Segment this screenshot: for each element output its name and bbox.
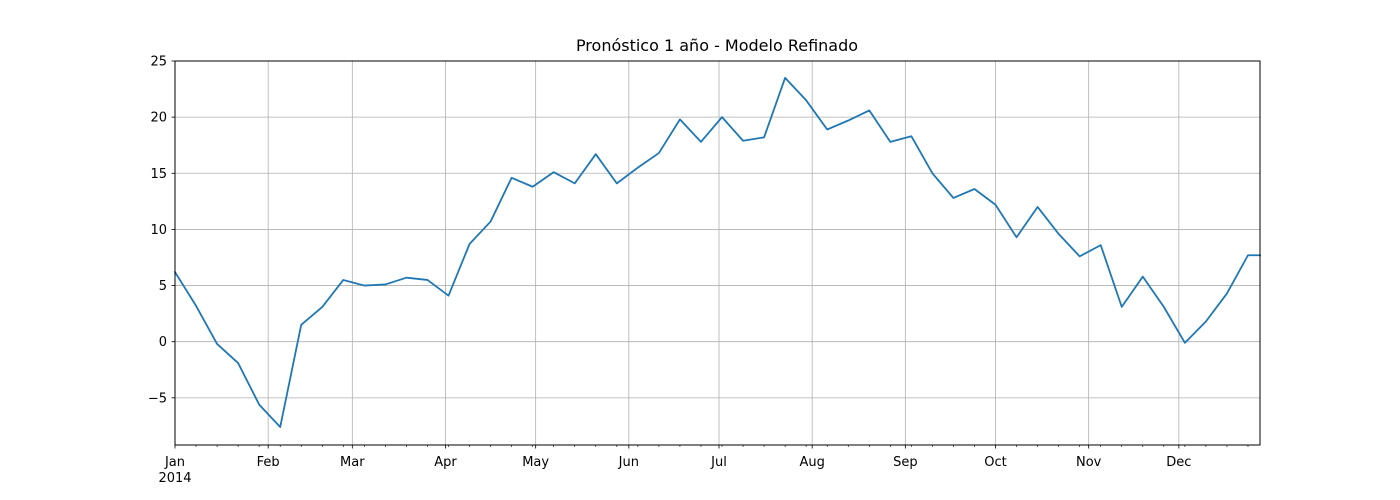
x-tick-label: Feb — [257, 455, 280, 470]
y-tick-label: −5 — [148, 391, 167, 406]
x-tick-label: Jul — [710, 455, 727, 470]
y-tick-label: 25 — [150, 55, 167, 70]
x-tick-label: Oct — [984, 455, 1006, 470]
series-line — [173, 76, 1261, 428]
series-layer — [173, 76, 1261, 428]
x-tick-label: Apr — [434, 455, 457, 470]
x-tick-label: Jun — [618, 455, 639, 470]
y-tick-label: 15 — [150, 167, 167, 182]
x-tick-label: Mar — [340, 455, 365, 470]
y-tick-label: 10 — [150, 223, 167, 238]
grid-lines — [174, 60, 1260, 445]
y-tick-label: 20 — [150, 111, 167, 126]
chart-title: Pronóstico 1 año - Modelo Refinado — [576, 36, 858, 55]
y-axis: −5 0 5 10 15 20 25 — [148, 55, 175, 406]
x-tick-label: Dec — [1166, 455, 1191, 470]
x-tick-label: Sep — [893, 455, 918, 470]
x-tick-label: Nov — [1076, 455, 1102, 470]
x-tick-label: Jan — [164, 455, 185, 470]
y-tick-label: 0 — [159, 335, 167, 350]
y-tick-label: 5 — [159, 279, 167, 294]
plot-frame — [174, 60, 1261, 446]
x-tick-label: May — [522, 455, 549, 470]
x-tick-sublabel: 2014 — [158, 471, 191, 486]
x-tick-label: Aug — [799, 455, 824, 470]
